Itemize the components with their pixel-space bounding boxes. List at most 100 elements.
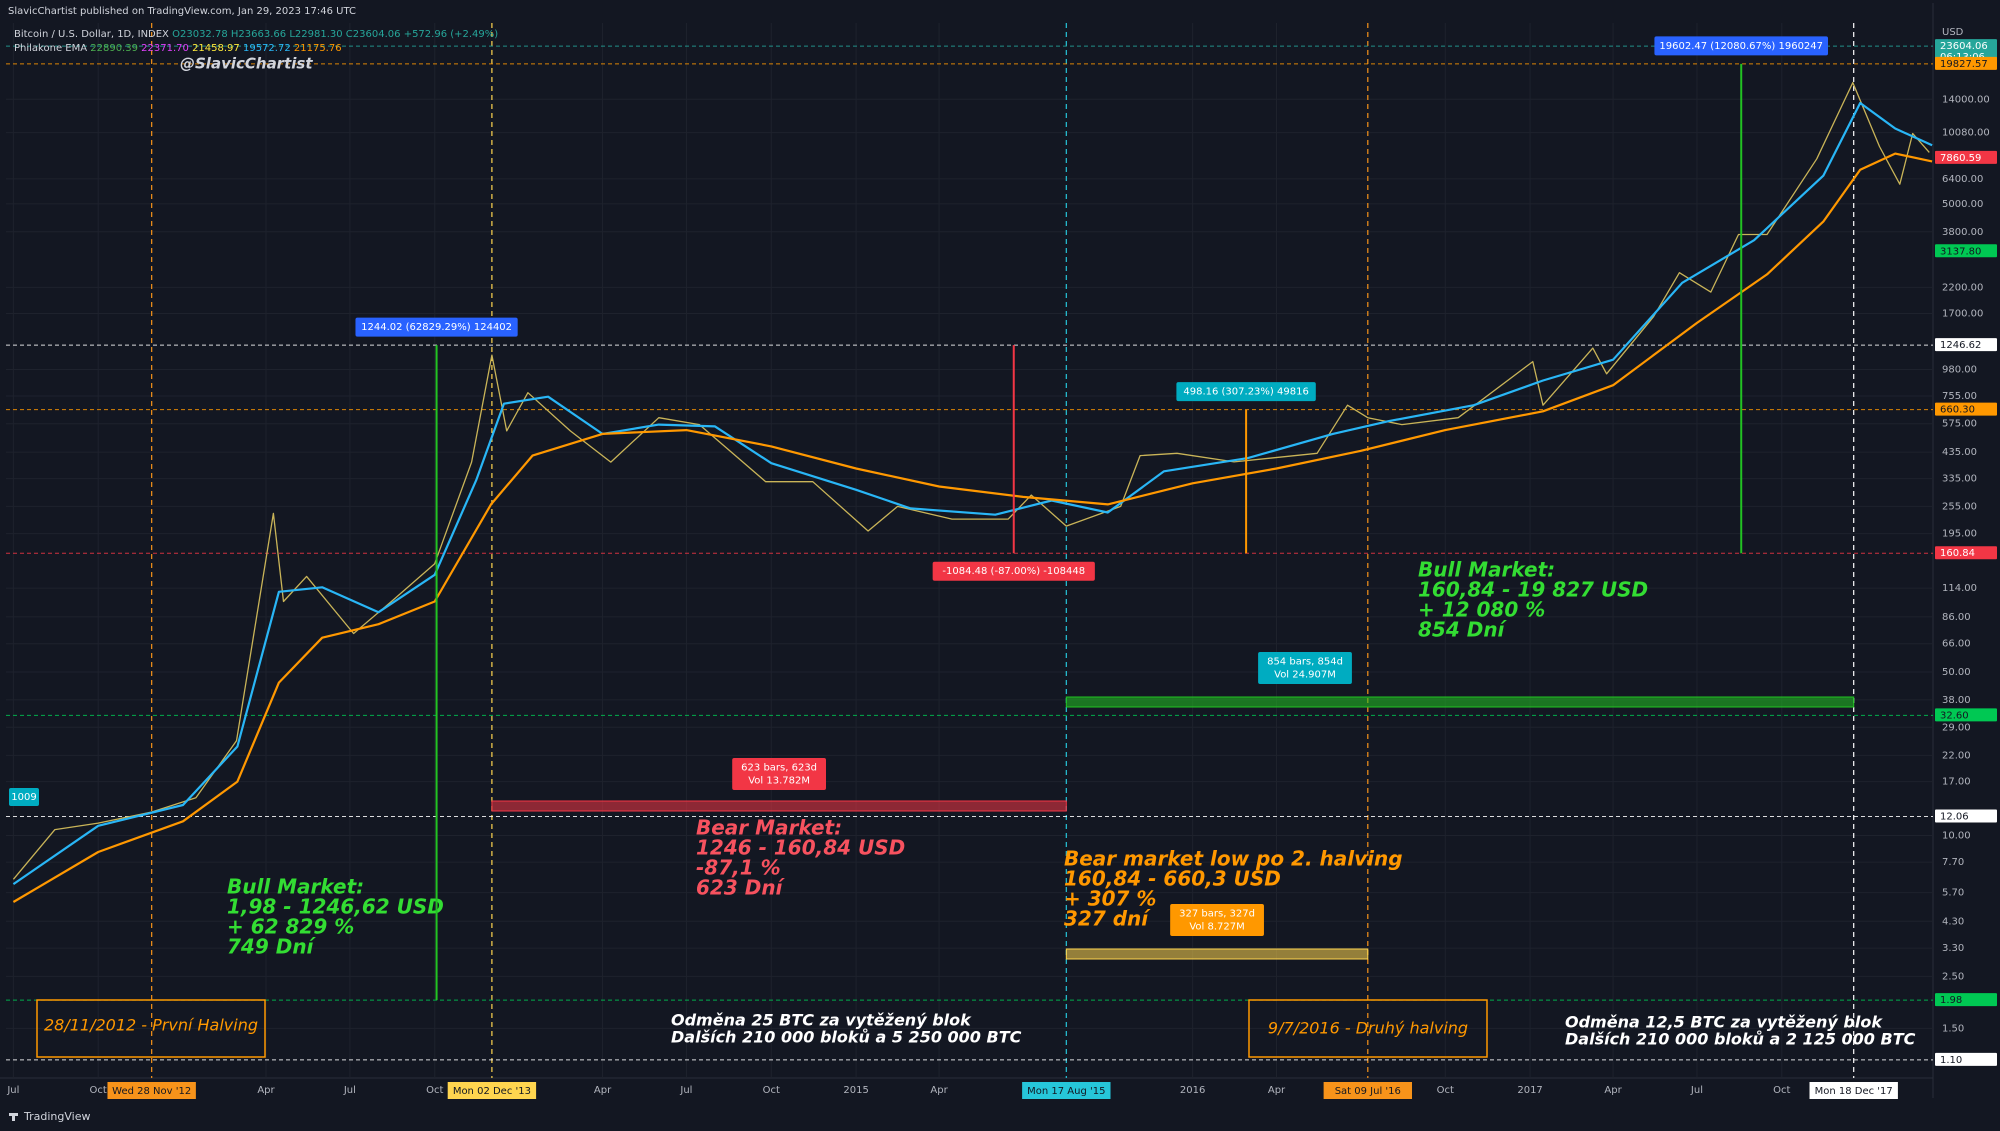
x-tick-label: 2015 bbox=[843, 1085, 868, 1096]
bear-low: Bear market low po 2. halving 160,84 - 6… bbox=[1064, 847, 1403, 931]
annotation-line: 854 Dní bbox=[1418, 618, 1508, 642]
annotation-line: + 12 080 % bbox=[1418, 598, 1545, 622]
x-tick-label: Oct bbox=[90, 1085, 107, 1096]
reward-text: Odměna 25 BTC za vytěžený blok bbox=[671, 1011, 972, 1030]
bull1: Bull Market: 1,98 - 1246,62 USD + 62 829… bbox=[227, 875, 444, 959]
reward-text: Dalších 210 000 bloků a 2 125 000 BTC bbox=[1565, 1030, 1916, 1049]
y-tick-label: 755.00 bbox=[1942, 391, 1977, 402]
annotation-line: -87,1 % bbox=[696, 856, 781, 880]
x-tick-label: Apr bbox=[1604, 1085, 1622, 1096]
tool-label-box bbox=[1258, 652, 1352, 684]
tool-label: Vol 24.907M bbox=[1274, 670, 1336, 681]
price-label-box bbox=[1935, 150, 1997, 164]
y-tick-label: 6400.00 bbox=[1942, 174, 1983, 185]
y-tick-label: 114.00 bbox=[1942, 583, 1977, 594]
x-tick-label: Jul bbox=[6, 1085, 19, 1096]
tool-layer: 1244.02 (62829.29%) 124402 -1084.48 (-87.… bbox=[355, 36, 1855, 1001]
price-label-box bbox=[1935, 809, 1997, 823]
y-tick-label: 980.00 bbox=[1942, 365, 1977, 376]
halving-label: 9/7/2016 - Druhý halving bbox=[1268, 1019, 1468, 1038]
y-tick-label: 2200.00 bbox=[1942, 282, 1983, 293]
x-tick-label: Oct bbox=[1437, 1085, 1454, 1096]
publisher: SlavicChartist published on TradingView.… bbox=[8, 6, 356, 17]
series-line bbox=[12, 81, 1930, 880]
indicator-value: 22890.39 bbox=[90, 43, 138, 54]
y-tick-label: 10080.00 bbox=[1942, 128, 1990, 139]
y-tick-label: 5.70 bbox=[1942, 888, 1964, 899]
y-tick-label: 29.00 bbox=[1942, 722, 1971, 733]
price-label-box bbox=[1935, 708, 1997, 722]
marker-box bbox=[447, 1082, 537, 1099]
x-tick-label: Apr bbox=[1268, 1085, 1286, 1096]
y-tick-label: 10.00 bbox=[1942, 831, 1971, 842]
left-label-box bbox=[9, 788, 39, 806]
marker-label: Wed 28 Nov '12 bbox=[112, 1086, 191, 1097]
annotation-line: Bear market low po 2. halving bbox=[1064, 847, 1403, 871]
x-tick-label: Oct bbox=[426, 1085, 443, 1096]
bear: Bear Market: 1246 - 160,84 USD -87,1 % 6… bbox=[696, 816, 905, 900]
price-label-box bbox=[1935, 993, 1997, 1007]
price-label: 19827.57 bbox=[1940, 59, 1988, 70]
reward-text: Odměna 12,5 BTC za vytěžený blok bbox=[1565, 1013, 1883, 1032]
currency: USD bbox=[1942, 27, 1964, 38]
tool-label-box bbox=[1170, 904, 1264, 936]
y-tick-label: 4.30 bbox=[1942, 916, 1964, 927]
y-tick-label: 5000.00 bbox=[1942, 199, 1983, 210]
y-tick-label: 66.00 bbox=[1942, 639, 1971, 650]
annotation-line: + 307 % bbox=[1064, 887, 1156, 911]
marker-box bbox=[1323, 1082, 1413, 1099]
date-range-bar bbox=[491, 800, 1067, 812]
symbol: Bitcoin / U.S. Dollar, 1D, INDEX bbox=[14, 29, 169, 40]
series-line bbox=[12, 152, 1933, 903]
marker-label: Sat 09 Jul '16 bbox=[1335, 1086, 1401, 1097]
price-label: 1.10 bbox=[1940, 1055, 1962, 1066]
y-tick-label: 38.00 bbox=[1942, 695, 1971, 706]
y-tick-label: 17.00 bbox=[1942, 777, 1971, 788]
ohlc: C23604.06 bbox=[346, 29, 401, 40]
annotation-line: 749 Dní bbox=[227, 935, 317, 959]
price-label: 660.30 bbox=[1940, 405, 1975, 416]
y-tick-label: 14000.00 bbox=[1942, 94, 1990, 105]
y-tick-label: 335.00 bbox=[1942, 474, 1977, 485]
y-tick-label: 195.00 bbox=[1942, 529, 1977, 540]
price-label: 160.84 bbox=[1940, 548, 1975, 559]
tool-label: 623 bars, 623d bbox=[741, 763, 817, 774]
plot-layer: 14000.00 10080.00 6400.00 5000.00 3800.00 220… bbox=[0, 3, 1997, 1099]
tool-label: 854 bars, 854d bbox=[1267, 657, 1343, 668]
series-group bbox=[12, 81, 1933, 903]
watermark: @SlavicChartist bbox=[180, 55, 313, 73]
tool-label: Vol 8.727M bbox=[1189, 922, 1244, 933]
marker-box bbox=[1022, 1082, 1111, 1099]
x-tick-label: Apr bbox=[257, 1085, 275, 1096]
annotation-line: 160,84 - 660,3 USD bbox=[1064, 867, 1281, 891]
date-range-bar bbox=[1065, 948, 1369, 960]
y-tick-label: 50.00 bbox=[1942, 667, 1971, 678]
logo bbox=[9, 1113, 18, 1121]
marker-box bbox=[107, 1082, 196, 1099]
x-tick-label: 2016 bbox=[1180, 1085, 1205, 1096]
tool-label-box bbox=[1654, 36, 1829, 56]
x-tick-label: Jul bbox=[343, 1085, 356, 1096]
price-label: 32.60 bbox=[1940, 710, 1969, 721]
indicator-value: 21458.97 bbox=[192, 43, 240, 54]
tool-label-box bbox=[355, 317, 518, 337]
x-tick-label: Oct bbox=[1773, 1085, 1790, 1096]
y-tick-label: 86.00 bbox=[1942, 612, 1971, 623]
y-tick-label: 255.00 bbox=[1942, 501, 1977, 512]
y-tick-label: 3800.00 bbox=[1942, 227, 1983, 238]
tool-label: -1084.48 (-87.00%) -108448 bbox=[942, 566, 1085, 577]
marker-label: Mon 02 Dec '13 bbox=[453, 1086, 531, 1097]
bull2: Bull Market: 160,84 - 19 827 USD + 12 08… bbox=[1418, 558, 1648, 642]
halving-box bbox=[36, 999, 266, 1058]
ohlc: H23663.66 bbox=[231, 29, 286, 40]
tool-label-box bbox=[1176, 382, 1316, 402]
annotation-line: 160,84 - 19 827 USD bbox=[1418, 578, 1648, 602]
tool-label-box bbox=[932, 561, 1095, 581]
y-tick-label: 2.50 bbox=[1942, 971, 1964, 982]
annotation-line: Bull Market: bbox=[227, 875, 364, 899]
y-tick-label: 1.50 bbox=[1942, 1023, 1964, 1034]
marker-box bbox=[1809, 1082, 1898, 1099]
annotation-layer: SlavicChartist published on TradingView.… bbox=[8, 6, 1964, 1123]
